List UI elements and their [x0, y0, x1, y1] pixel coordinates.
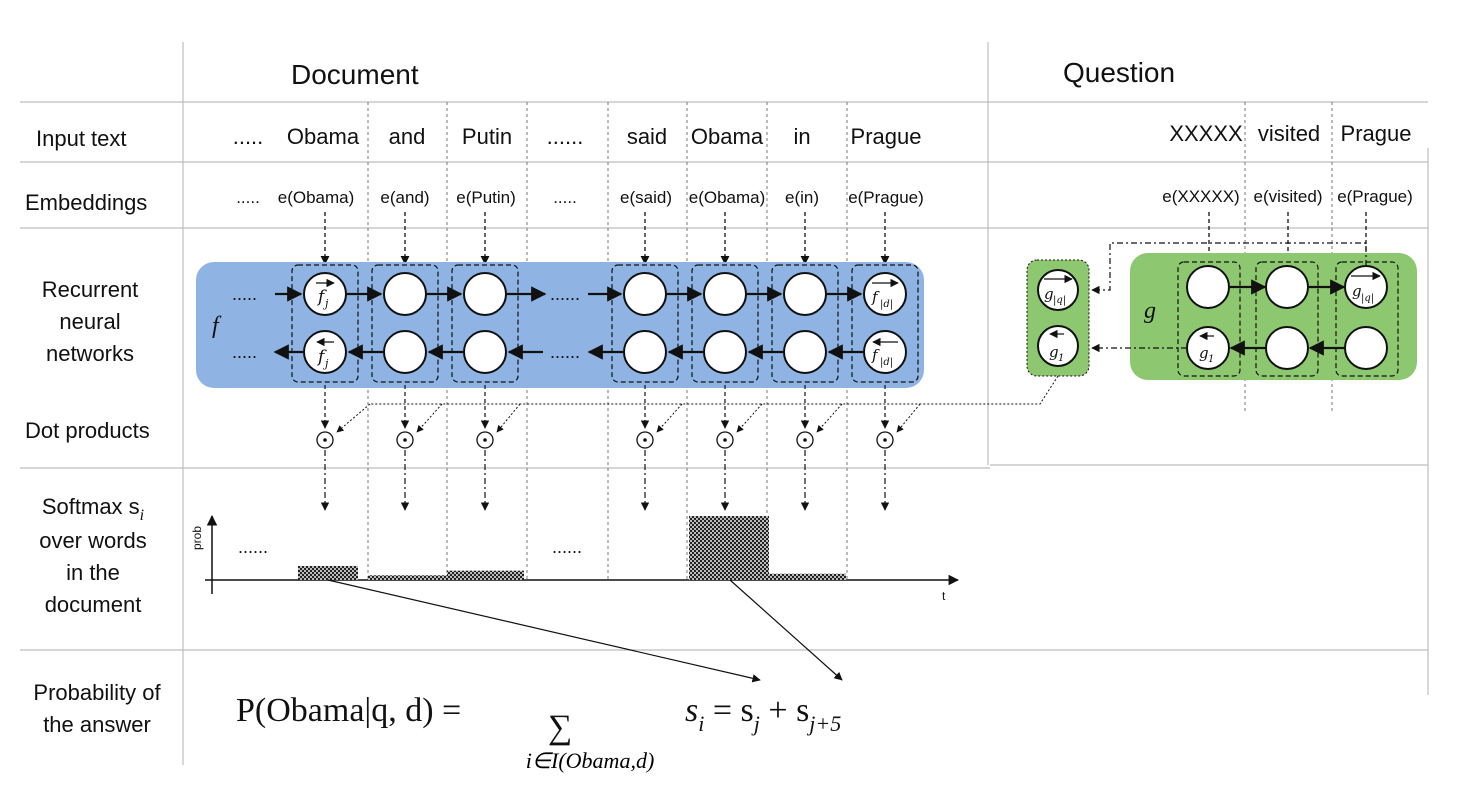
svg-text:|q|: |q|: [1053, 295, 1066, 306]
dot-to-softmax-arrows: [320, 450, 890, 511]
document-embeddings: ..... e(Obama) e(and) e(Putin) ..... e(s…: [236, 188, 924, 207]
svg-text:1: 1: [1058, 353, 1064, 364]
formula-lhs: P(Obama|q, d) =: [236, 692, 461, 729]
row-label-embeddings: Embeddings: [25, 190, 147, 215]
dot-product-feed: [336, 375, 1059, 433]
doc-word: in: [793, 124, 810, 149]
softmax-bars: [298, 516, 846, 580]
softmax-xlabel: t: [942, 589, 946, 603]
row-label-prob-1: Probability of: [33, 680, 161, 705]
softmax-bar: [447, 570, 524, 580]
svg-text:g: g: [1199, 344, 1209, 362]
svg-text:j: j: [322, 297, 329, 310]
q-column-groups: [1177, 261, 1399, 377]
row-label-softmax-3: in the: [66, 560, 120, 585]
svg-text:g: g: [1352, 282, 1362, 300]
doc-word: Prague: [851, 124, 922, 149]
row-label-softmax-2: over words: [39, 528, 147, 553]
softmax-ylabel: prob: [190, 526, 204, 550]
document-words: ..... Obama and Putin ...... said Obama …: [233, 124, 922, 149]
row-label-dot-products: Dot products: [25, 418, 150, 443]
doc-rnn-bwd-ellipsis: .....: [232, 342, 257, 362]
softmax-ellipsis-left: ......: [238, 537, 268, 557]
q-emb: e(XXXXX): [1162, 187, 1239, 206]
svg-text:f: f: [316, 347, 327, 367]
rnn-to-dot-arrows: [320, 385, 890, 429]
doc-emb: e(Putin): [456, 188, 516, 207]
doc-rnn-nodes: [303, 272, 907, 374]
row-label-rnn-1: Recurrent: [42, 277, 139, 302]
q-word: visited: [1258, 121, 1320, 146]
doc-emb: e(Prague): [848, 188, 924, 207]
doc-emb: e(and): [380, 188, 429, 207]
table-grid: [20, 42, 1429, 765]
doc-emb: .....: [553, 188, 577, 207]
row-label-rnn-3: networks: [46, 341, 134, 366]
doc-word: Obama: [691, 124, 764, 149]
formula-sum-sub: i∈I(Obama,d): [526, 748, 655, 773]
formula-rhs: si = sj + sj+5: [685, 692, 841, 736]
svg-text:1: 1: [1208, 354, 1214, 365]
doc-emb: e(Obama): [278, 188, 355, 207]
svg-text:|q|: |q|: [1361, 293, 1374, 304]
doc-rnn-mid-ellipsis-fwd: ......: [550, 284, 580, 304]
dot-product-ops: [316, 431, 894, 449]
doc-emb: e(in): [785, 188, 819, 207]
doc-word: .....: [233, 124, 264, 149]
softmax-ellipsis-mid: ......: [552, 537, 582, 557]
doc-word: Obama: [287, 124, 360, 149]
svg-text:j: j: [322, 357, 329, 370]
svg-text:g: g: [1049, 343, 1059, 361]
document-header: Document: [291, 59, 419, 90]
q-vector-nodes: [1037, 269, 1079, 367]
row-label-prob-2: the answer: [43, 712, 151, 737]
q-rnn-arrows: [1229, 279, 1346, 356]
probability-formula: P(Obama|q, d) = ∑ i∈I(Obama,d) si = sj +…: [236, 692, 841, 773]
doc-emb: .....: [236, 188, 260, 207]
document-rnn-name: f: [212, 313, 222, 339]
q-word: Prague: [1341, 121, 1412, 146]
svg-text:f: f: [316, 287, 327, 307]
question-header: Question: [1063, 57, 1175, 88]
row-label-input-text: Input text: [36, 126, 127, 151]
doc-rnn-fwd-ellipsis: .....: [232, 284, 257, 304]
doc-rnn-arrows: [273, 286, 863, 360]
svg-text:|d|: |d|: [880, 299, 893, 310]
question-embeddings: e(XXXXX) e(visited) e(Prague): [1162, 187, 1413, 206]
softmax-bar: [689, 516, 769, 580]
doc-column-groups: [291, 264, 919, 383]
row-label-softmax-4: document: [45, 592, 142, 617]
softmax-chart: prob t ...... ......: [190, 514, 960, 603]
row-label-rnn-2: neural: [59, 309, 120, 334]
svg-text:|d|: |d|: [880, 357, 893, 368]
softmax-bar: [769, 573, 846, 580]
q-word: XXXXX: [1169, 121, 1243, 146]
q-connectors: [1091, 242, 1367, 353]
doc-emb: e(Obama): [689, 188, 766, 207]
svg-text:f: f: [871, 288, 880, 306]
doc-word: Putin: [462, 124, 512, 149]
doc-emb: e(said): [620, 188, 672, 207]
doc-word: and: [389, 124, 426, 149]
doc-word: said: [627, 124, 667, 149]
svg-text:g: g: [1044, 285, 1054, 303]
embedding-arrows: [320, 212, 1371, 265]
softmax-bar: [368, 575, 447, 580]
svg-text:f: f: [871, 346, 880, 364]
sum-symbol: ∑: [548, 709, 572, 746]
dot-product-dots: [323, 438, 887, 442]
doc-rnn-mid-ellipsis-bwd: ......: [550, 342, 580, 362]
question-words: XXXXX visited Prague: [1169, 121, 1411, 146]
softmax-bar: [298, 565, 358, 580]
q-emb: e(Prague): [1337, 187, 1413, 206]
row-label-softmax-1: Softmax si: [42, 494, 144, 524]
doc-word: ......: [547, 124, 584, 149]
q-emb: e(visited): [1254, 187, 1323, 206]
question-rnn-name: g: [1144, 298, 1156, 324]
formula-arrows: [327, 579, 843, 683]
